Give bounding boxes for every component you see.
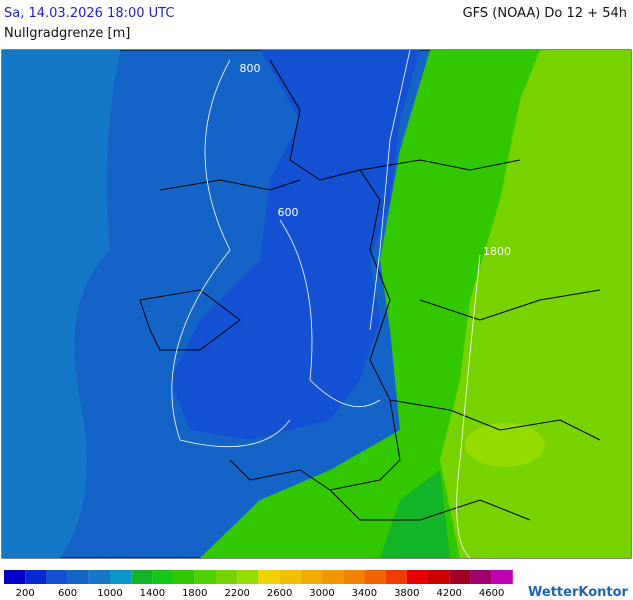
contour-label: 1800 [483, 245, 511, 258]
legend-swatch [152, 570, 174, 584]
legend-swatch [385, 570, 407, 584]
region-mid-green [380, 470, 450, 558]
legend-swatch [428, 570, 450, 584]
legend-swatch [194, 570, 216, 584]
legend-swatch [449, 570, 471, 584]
legend-swatch [237, 570, 259, 584]
legend-label: 3800 [394, 588, 419, 599]
legend-swatch [343, 570, 365, 584]
legend-swatch [216, 570, 238, 584]
legend-label: 3000 [309, 588, 334, 599]
legend-swatch [406, 570, 428, 584]
region-yellow-green [465, 423, 545, 467]
parameter: Nullgradgrenze [m] [4, 26, 131, 41]
legend-swatch [258, 570, 280, 584]
legend-swatch [300, 570, 322, 584]
datetime: Sa, 14.03.2026 18:00 UTC [4, 6, 175, 21]
legend-label: 1400 [140, 588, 165, 599]
region-darker [170, 50, 420, 440]
legend-swatch [173, 570, 195, 584]
legend-label: 2600 [267, 588, 292, 599]
legend-swatch [25, 570, 47, 584]
model-run: GFS (NOAA) Do 12 + 54h [462, 6, 627, 21]
legend-swatch [4, 570, 26, 584]
contour-label: 800 [240, 62, 261, 75]
legend-label: 4200 [436, 588, 461, 599]
legend-swatch [491, 570, 513, 584]
legend-label: 1000 [97, 588, 122, 599]
legend-label: 600 [58, 588, 77, 599]
legend-label: 2200 [224, 588, 249, 599]
contours [171, 49, 481, 559]
legend-swatch [322, 570, 344, 584]
contour-label: 600 [278, 206, 299, 219]
legend-swatch [110, 570, 132, 584]
legend-label: 3400 [352, 588, 377, 599]
legend-swatch [470, 570, 492, 584]
legend-swatch [88, 570, 110, 584]
logo: WetterKontor [528, 585, 629, 600]
legend-swatch [67, 570, 89, 584]
legend-swatch [364, 570, 386, 584]
legend-label: 4600 [479, 588, 504, 599]
legend-swatch [279, 570, 301, 584]
legend-label: 200 [16, 588, 35, 599]
legend-label: 1800 [182, 588, 207, 599]
region-lighter [2, 50, 120, 558]
legend-swatch [131, 570, 153, 584]
borders [139, 59, 601, 521]
legend-swatch [46, 570, 68, 584]
